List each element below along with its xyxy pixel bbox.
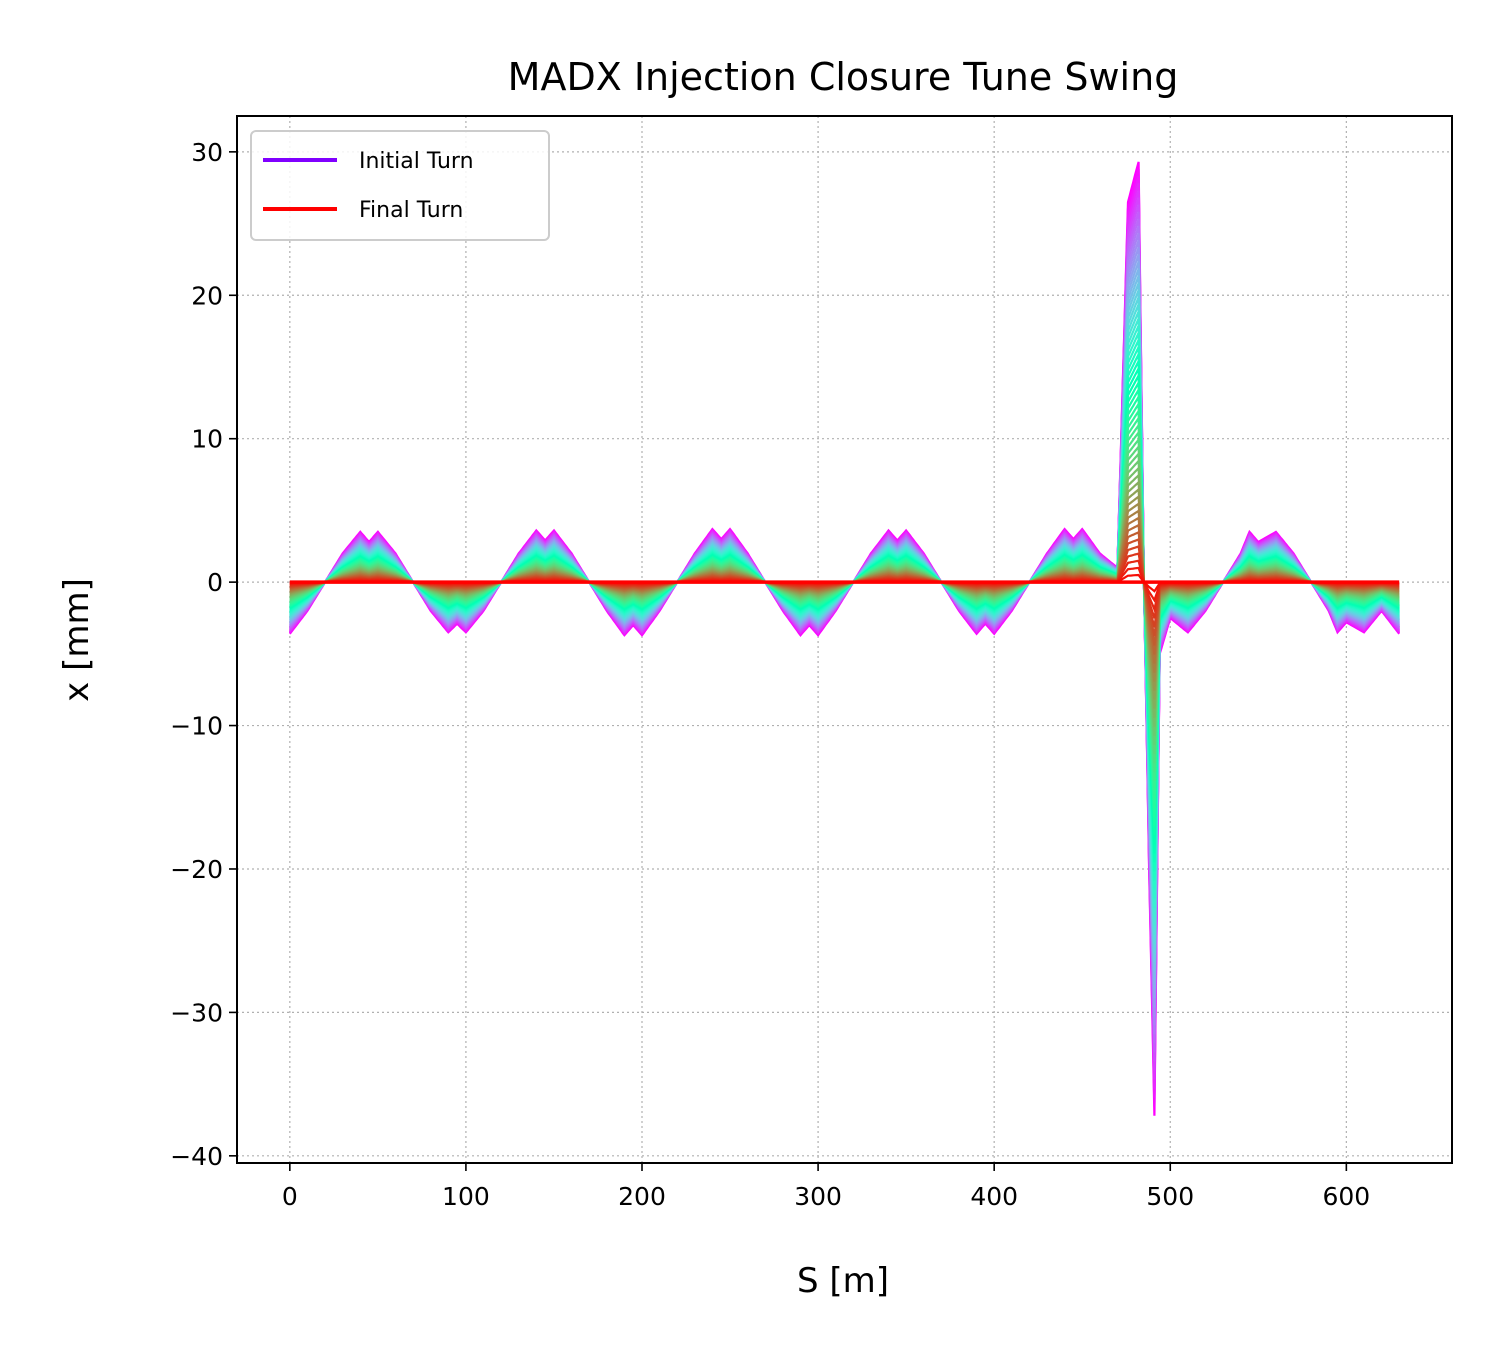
y-tick-label: 30 [191, 138, 223, 167]
y-tick-label: −20 [170, 855, 223, 884]
x-tick-label: 500 [1146, 1182, 1194, 1211]
legend-label-final-turn: Final Turn [359, 198, 463, 223]
turn-line [289, 239, 1400, 1017]
x-tick-label: 600 [1322, 1182, 1370, 1211]
turn-line [288, 211, 1401, 1053]
turn-line [288, 182, 1401, 1089]
turn-line [289, 254, 1400, 999]
turn-line [289, 247, 1400, 1008]
y-tick-label: −30 [170, 998, 223, 1027]
turn-line [288, 197, 1401, 1071]
turns-layer [288, 161, 1401, 1116]
turn-line [288, 168, 1401, 1107]
legend-label-initial-turn: Initial Turn [359, 149, 474, 174]
turn-line [288, 225, 1401, 1035]
turn-line [288, 204, 1401, 1062]
x-tick-label: 300 [794, 1182, 842, 1211]
y-tick-label: 0 [207, 568, 223, 597]
grid [237, 116, 1452, 1163]
turn-line [288, 190, 1401, 1080]
y-axis-title: x [mm] [57, 578, 97, 702]
turn-line [288, 175, 1401, 1098]
turn-line [289, 232, 1400, 1026]
y-tick-label: 20 [191, 281, 223, 310]
chart-title: MADX Injection Closure Tune Swing [508, 55, 1179, 99]
y-tick-label: −10 [170, 712, 223, 741]
x-tick-label: 200 [618, 1182, 666, 1211]
y-tick-label: −40 [170, 1142, 223, 1171]
x-tick-label: 100 [442, 1182, 490, 1211]
turn-line [288, 218, 1401, 1044]
plot-frame [236, 115, 1453, 1164]
x-axis-title: S [m] [797, 1261, 889, 1301]
y-tick-label: 10 [191, 425, 223, 454]
x-tick-label: 0 [282, 1182, 298, 1211]
x-tick-label: 400 [970, 1182, 1018, 1211]
legend: Initial Turn Final Turn [250, 130, 550, 241]
legend-box [250, 130, 550, 241]
initial-turn-line [288, 161, 1401, 1116]
